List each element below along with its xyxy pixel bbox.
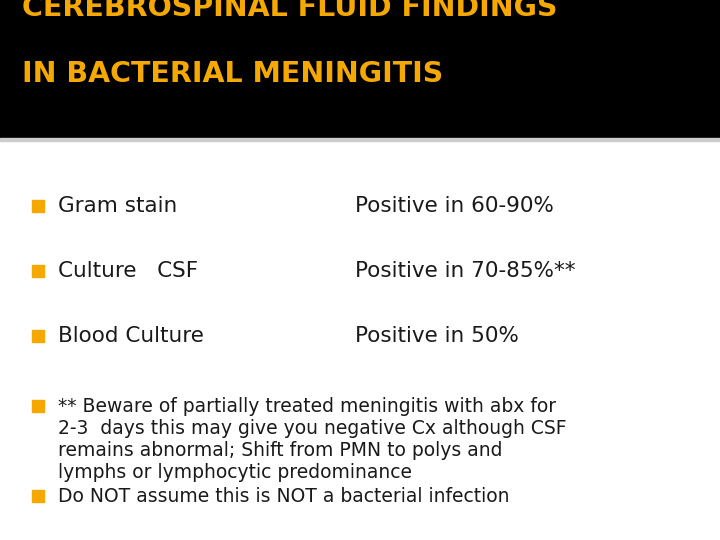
Text: Positive in 50%: Positive in 50% — [355, 327, 519, 347]
Text: CEREBROSPINAL FLUID FINDINGS: CEREBROSPINAL FLUID FINDINGS — [22, 0, 557, 22]
Text: Gram stain: Gram stain — [58, 197, 177, 217]
Text: Positive in 60-90%: Positive in 60-90% — [355, 197, 554, 217]
Text: Positive in 70-85%**: Positive in 70-85%** — [355, 261, 575, 281]
Text: lymphs or lymphocytic predominance: lymphs or lymphocytic predominance — [58, 463, 412, 482]
Bar — [0, 138, 720, 141]
Text: Culture   CSF: Culture CSF — [58, 261, 198, 281]
Text: remains abnormal; Shift from PMN to polys and: remains abnormal; Shift from PMN to poly… — [58, 441, 503, 460]
Text: 2-3  days this may give you negative Cx although CSF: 2-3 days this may give you negative Cx a… — [58, 419, 567, 438]
Text: ** Beware of partially treated meningitis with abx for: ** Beware of partially treated meningiti… — [58, 397, 556, 416]
Text: IN BACTERIAL MENINGITIS: IN BACTERIAL MENINGITIS — [22, 60, 444, 89]
Bar — [0, 0, 720, 138]
Text: Blood Culture: Blood Culture — [58, 327, 204, 347]
Text: Do NOT assume this is NOT a bacterial infection: Do NOT assume this is NOT a bacterial in… — [58, 487, 510, 506]
